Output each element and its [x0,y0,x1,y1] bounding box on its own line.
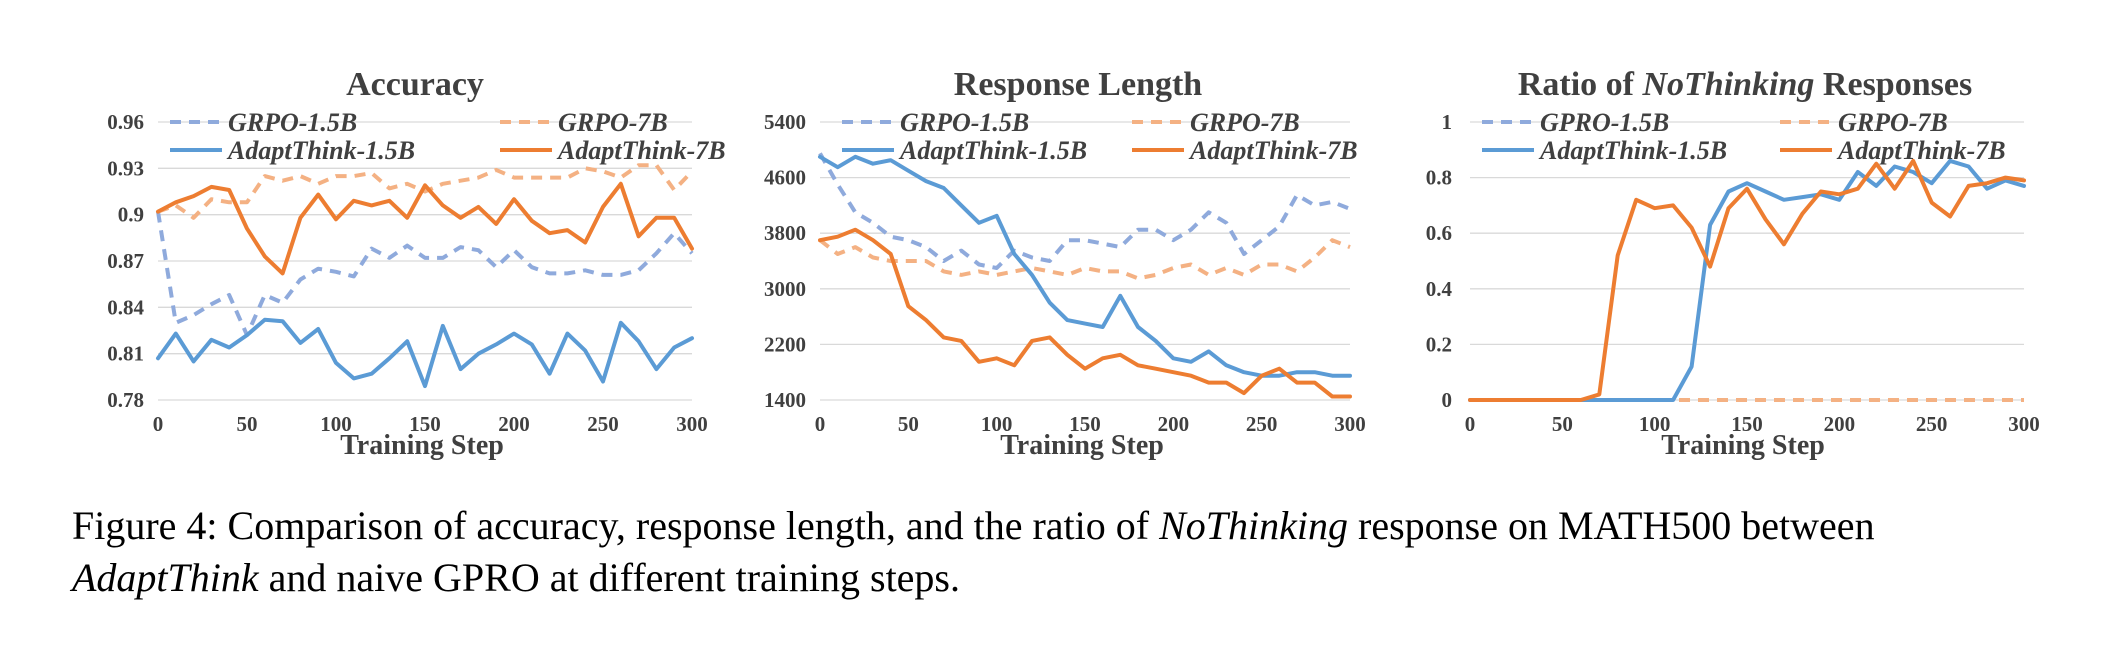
x-tick-label: 0 [153,412,164,436]
y-tick-label: 0.8 [1426,166,1452,190]
legend-label: AdaptThink-7B [1188,136,1358,165]
caption-line-1: Figure 4: Comparison of accuracy, respon… [72,500,2072,552]
legend-label: AdaptThink-1.5B [1538,136,1727,165]
series-line-grpo-7b [157,163,694,220]
x-tick-label: 300 [2008,412,2040,436]
x-axis-label: Training Step [1000,430,1164,461]
x-tick-label: 50 [1552,412,1573,436]
x-tick-label: 0 [1465,412,1476,436]
legend-label: GPRO-1.5B [1540,108,1669,137]
y-tick-label: 0.81 [107,342,144,366]
legend-label: GRPO-7B [558,108,668,137]
y-tick-label: 2200 [764,332,806,356]
nothinking-ratio-chart: 0 0.2 0.4 0.6 0.8 1 0 50 100 150 200 250 300 Training… [1426,66,2040,461]
y-tick-label: 0.6 [1426,221,1452,245]
series-line-adaptthink-7b [818,227,1352,399]
legend-label: GRPO-1.5B [900,108,1029,137]
y-tick-label: 0.9 [118,203,144,227]
y-tick-label: 0.78 [107,388,144,412]
y-tick-label: 0 [1442,388,1453,412]
chart-title: Response Length [954,66,1203,103]
x-tick-label: 0 [815,412,826,436]
y-tick-label: 3800 [764,221,806,245]
series-line-grpo-1-5b [156,211,694,338]
y-tick-label: 0.96 [107,110,144,134]
y-tick-label: 0.2 [1426,332,1452,356]
x-tick-label: 250 [1246,412,1278,436]
y-tick-label: 5400 [764,110,806,134]
response-length-chart: 1400 2200 3000 3800 4600 5400 0 50 100 150 200 250 3… [764,66,1366,461]
x-tick-label: 300 [676,412,708,436]
series-line-adaptthink-1-5b [156,317,694,389]
series-line-grpo-7b [818,238,1351,281]
series-line-adaptthink-7b [1468,158,2026,402]
legend-label: GRPO-1.5B [228,108,357,137]
series-line-adaptthink-7b [156,181,694,276]
caption-text: response on MATH500 between [1348,503,1875,548]
y-tick-label: 1400 [764,388,806,412]
legend-label: GRPO-7B [1838,108,1948,137]
x-tick-label: 50 [898,412,919,436]
series-line-grpo-1-5b [818,152,1351,270]
y-tick-label: 0.4 [1426,277,1453,301]
caption-text: Figure 4: Comparison of accuracy, respon… [72,503,1160,548]
x-tick-label: 150 [409,412,441,436]
y-tick-label: 1 [1442,110,1453,134]
legend-label: AdaptThink-7B [1836,136,2006,165]
y-tick-label: 4600 [764,166,806,190]
chart-title: Accuracy [346,66,484,103]
x-tick-label: 200 [498,412,530,436]
y-tick-label: 3000 [764,277,806,301]
x-tick-label: 200 [1158,412,1190,436]
x-tick-label: 250 [1916,412,1948,436]
x-tick-label: 100 [981,412,1013,436]
y-tick-label: 0.84 [107,295,144,319]
series-line-adaptthink-1-5b [1468,158,2026,402]
x-tick-label: 300 [1334,412,1366,436]
caption-text: and naive GPRO at different training ste… [258,555,960,600]
figure-caption: Figure 4: Comparison of accuracy, respon… [72,500,2072,604]
x-tick-label: 250 [587,412,619,436]
x-tick-label: 100 [1639,412,1671,436]
chart-title: Ratio of NoThinking Responses [1518,66,1972,103]
accuracy-chart: 0.78 0.81 0.84 0.87 0.9 0.93 0.96 0 50 100 150 200 2… [107,66,725,461]
y-tick-label: 0.87 [107,249,144,273]
x-axis-label: Training Step [340,430,504,461]
x-tick-label: 100 [320,412,352,436]
x-tick-label: 50 [237,412,258,436]
legend-label: AdaptThink-1.5B [226,136,415,165]
caption-line-2: AdaptThink and naive GPRO at different t… [72,552,2072,604]
x-axis-label: Training Step [1661,430,1825,461]
legend-label: AdaptThink-7B [556,136,726,165]
y-tick-label: 0.93 [107,156,144,180]
x-tick-label: 150 [1069,412,1101,436]
caption-italic-term: AdaptThink [72,555,259,600]
legend-label: GRPO-7B [1190,108,1300,137]
x-tick-label: 150 [1731,412,1763,436]
x-tick-label: 200 [1824,412,1856,436]
caption-italic-term: NoThinking [1159,503,1348,548]
legend-label: AdaptThink-1.5B [898,136,1087,165]
